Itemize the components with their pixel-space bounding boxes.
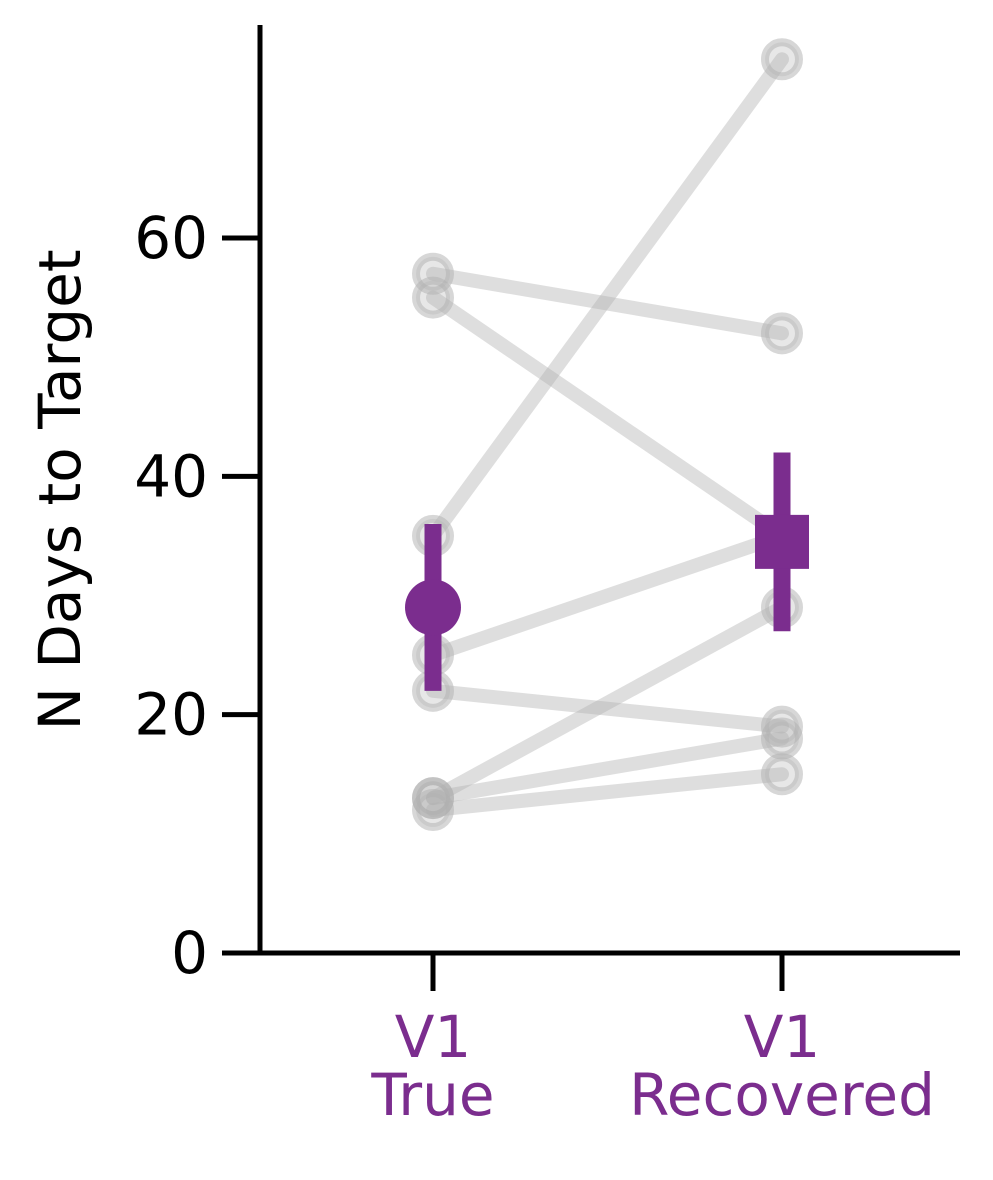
point-recovered: [761, 38, 803, 81]
axes-layer: [257, 25, 960, 956]
point-true: [412, 276, 454, 319]
x-tick-label: V1: [744, 1003, 821, 1071]
point-recovered: [761, 717, 803, 760]
point-recovered: [761, 312, 803, 355]
pair-line: [426, 683, 789, 734]
pair-line: [426, 528, 789, 663]
mean-marker-circle: [405, 579, 461, 636]
y-tick-label: 0: [171, 919, 208, 987]
x-tick-label: True: [370, 1061, 494, 1129]
summary-layer: [405, 452, 809, 691]
mean-marker-square: [755, 514, 809, 569]
pair-line: [426, 266, 789, 341]
pair-line: [426, 600, 789, 806]
pair-line: [426, 767, 789, 817]
pair-line: [426, 52, 789, 543]
pair-line: [426, 731, 789, 806]
x-tick-label: Recovered: [629, 1061, 935, 1129]
y-tick-label: 60: [134, 204, 208, 272]
y-tick-label: 20: [134, 681, 208, 749]
y-tick-label: 40: [134, 442, 208, 510]
paired-lines-layer: [412, 38, 803, 831]
pair-line: [426, 290, 789, 543]
x-tick-label: V1: [395, 1003, 472, 1071]
point-recovered: [761, 753, 803, 796]
point-true: [412, 789, 454, 831]
y-axis-label: N Days to Target: [26, 249, 94, 730]
